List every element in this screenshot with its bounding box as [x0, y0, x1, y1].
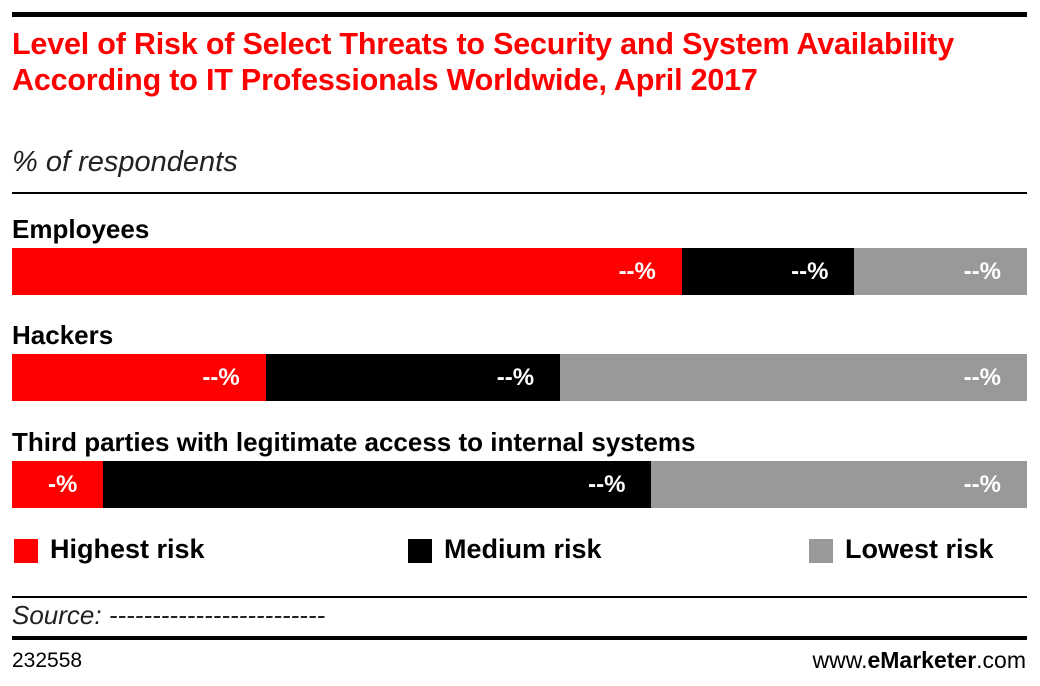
divider	[12, 596, 1027, 598]
bar-segment	[681, 248, 855, 295]
category-label: Employees	[12, 214, 150, 244]
site-brand: eMarketer	[867, 647, 977, 673]
legend-label: Highest risk	[50, 534, 205, 564]
legend-label: Medium risk	[444, 534, 602, 564]
site: www.eMarketer.com	[813, 647, 1026, 674]
bar-segment	[12, 248, 682, 295]
value-label: --%	[202, 364, 240, 391]
chart-id: 232558	[12, 649, 83, 672]
top-rule	[12, 12, 1027, 17]
value-label: --%	[791, 258, 829, 285]
legend-swatch	[408, 539, 432, 563]
value-label: --%	[618, 258, 656, 285]
value-label: --%	[963, 258, 1001, 285]
chart-subtitle: % of respondents	[12, 146, 238, 178]
bar-segment	[265, 354, 561, 401]
legend-swatch	[14, 539, 38, 563]
legend-swatch	[809, 539, 833, 563]
divider	[12, 192, 1027, 194]
bar-segment	[12, 461, 104, 508]
value-label: --%	[963, 364, 1001, 391]
value-label: -%	[48, 471, 78, 498]
category-label: Hackers	[12, 320, 114, 350]
chart-title: Level of Risk of Select Threats to Secur…	[12, 27, 955, 97]
bar-segment	[854, 248, 1027, 295]
category-label: Third parties with legitimate access to …	[12, 427, 696, 457]
site-suffix: .com	[976, 647, 1026, 673]
value-label: --%	[963, 471, 1001, 498]
bar-segment	[12, 354, 266, 401]
bottom-rule	[12, 636, 1027, 640]
bar-segment	[103, 461, 652, 508]
value-label: --%	[588, 471, 626, 498]
bar-segment	[560, 354, 1027, 401]
value-label: --%	[496, 364, 535, 391]
bar-segment	[651, 461, 1027, 508]
site-prefix: www.	[812, 647, 868, 673]
legend-label: Lowest risk	[845, 534, 994, 564]
source: Source: -------------------------	[12, 600, 326, 630]
